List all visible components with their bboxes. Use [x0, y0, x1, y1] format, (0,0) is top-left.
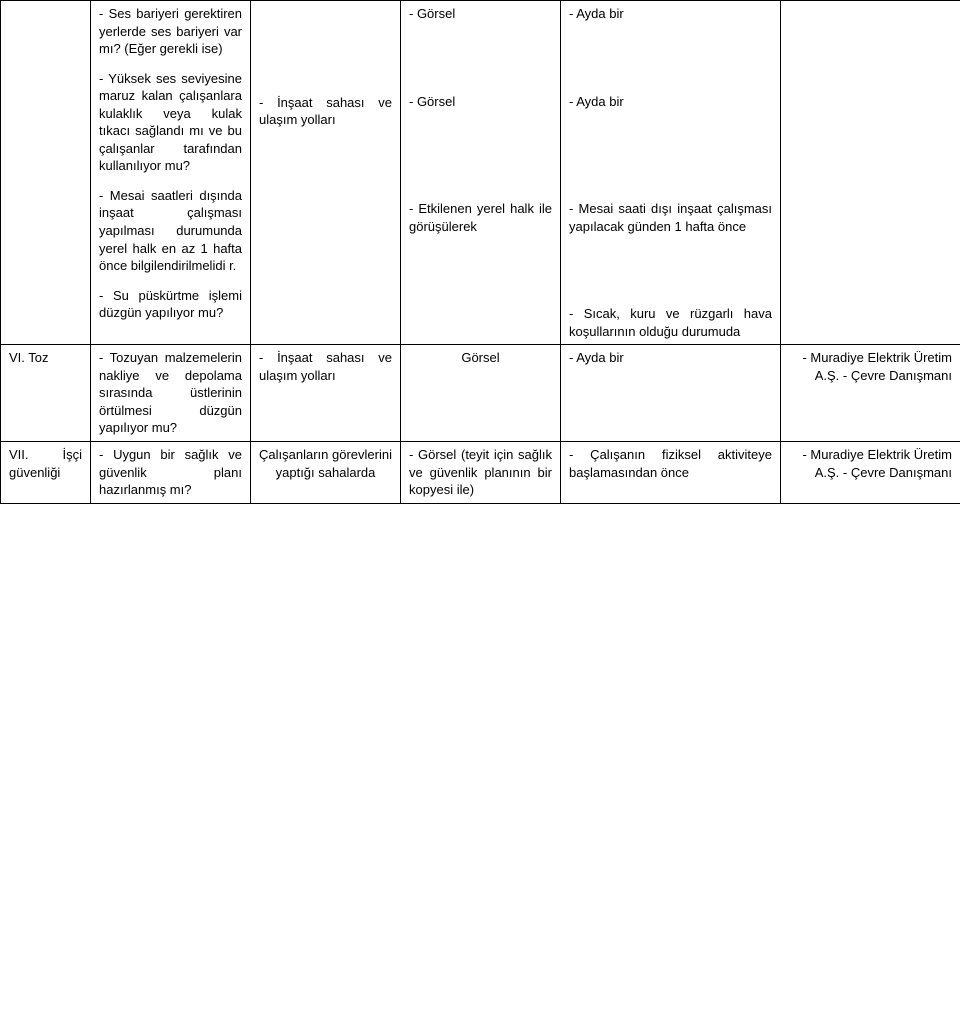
- cell-category: VII. İşçi güvenliği: [1, 442, 91, 504]
- location-text: - İnşaat sahası ve ulaşım yolları: [259, 349, 392, 384]
- table-row: VI. Toz - Tozuyan malzemelerin nakliye v…: [1, 345, 960, 442]
- method-text: - Etkilenen yerel halk ile görüşülerek: [409, 200, 552, 235]
- location-text: - İnşaat sahası ve ulaşım yolları: [259, 94, 392, 129]
- question-text: - Yüksek ses seviyesine maruz kalan çalı…: [99, 70, 242, 175]
- question-text: - Mesai saatleri dışında inşaat çalışmas…: [99, 187, 242, 275]
- location-text: Çalışanların görevlerini yaptığı sahalar…: [259, 446, 392, 481]
- location-text: [259, 35, 392, 53]
- cell-responsible: - Muradiye Elektrik Üretim A.Ş. - Çevre …: [781, 442, 960, 504]
- frequency-text: - Mesai saati dışı inşaat çalışması yapı…: [569, 200, 772, 235]
- location-text: [259, 5, 392, 23]
- frequency-text: - Sıcak, kuru ve rüzgarlı hava koşulları…: [569, 305, 772, 340]
- frequency-text: - Ayda bir: [569, 349, 772, 367]
- question-text: - Su püskürtme işlemi düzgün yapılıyor m…: [99, 287, 242, 322]
- cell-frequency: - Ayda bir: [561, 345, 781, 442]
- cell-location: - İnşaat sahası ve ulaşım yolları: [251, 1, 401, 345]
- cell-question: - Tozuyan malzemelerin nakliye ve depola…: [91, 345, 251, 442]
- method-text: Görsel: [409, 349, 552, 367]
- cell-location: - İnşaat sahası ve ulaşım yolları: [251, 345, 401, 442]
- frequency-text: - Ayda bir: [569, 93, 772, 111]
- cell-frequency: - Ayda bir - Ayda bir - Mesai saati dışı…: [561, 1, 781, 345]
- method-text: [409, 247, 552, 265]
- cell-method: - Görsel (teyit için sağlık ve güvenlik …: [401, 442, 561, 504]
- cell-category: VI. Toz: [1, 345, 91, 442]
- location-text: [259, 64, 392, 82]
- question-text: - Ses bariyeri gerektiren yerlerde ses b…: [99, 5, 242, 58]
- question-text: - Uygun bir sağlık ve güvenlik planı haz…: [99, 446, 242, 499]
- method-text: - Görsel: [409, 93, 552, 111]
- frequency-text: - Ayda bir: [569, 5, 772, 23]
- cell-question: - Uygun bir sağlık ve güvenlik planı haz…: [91, 442, 251, 504]
- table-row: - Ses bariyeri gerektiren yerlerde ses b…: [1, 1, 960, 345]
- table-row: VII. İşçi güvenliği - Uygun bir sağlık v…: [1, 442, 960, 504]
- cell-location: Çalışanların görevlerini yaptığı sahalar…: [251, 442, 401, 504]
- cell-frequency: - Çalışanın fiziksel aktiviteye başlamas…: [561, 442, 781, 504]
- cell-question: - Ses bariyeri gerektiren yerlerde ses b…: [91, 1, 251, 345]
- cell-responsible: [781, 1, 960, 345]
- monitoring-table: - Ses bariyeri gerektiren yerlerde ses b…: [0, 0, 960, 504]
- cell-category: [1, 1, 91, 345]
- cell-method: - Görsel - Görsel - Etkilenen yerel halk…: [401, 1, 561, 345]
- method-text: - Görsel (teyit için sağlık ve güvenlik …: [409, 446, 552, 499]
- question-text: - Tozuyan malzemelerin nakliye ve depola…: [99, 349, 242, 437]
- frequency-text: - Çalışanın fiziksel aktiviteye başlamas…: [569, 446, 772, 481]
- cell-method: Görsel: [401, 345, 561, 442]
- method-text: - Görsel: [409, 5, 552, 23]
- cell-responsible: - Muradiye Elektrik Üretim A.Ş. - Çevre …: [781, 345, 960, 442]
